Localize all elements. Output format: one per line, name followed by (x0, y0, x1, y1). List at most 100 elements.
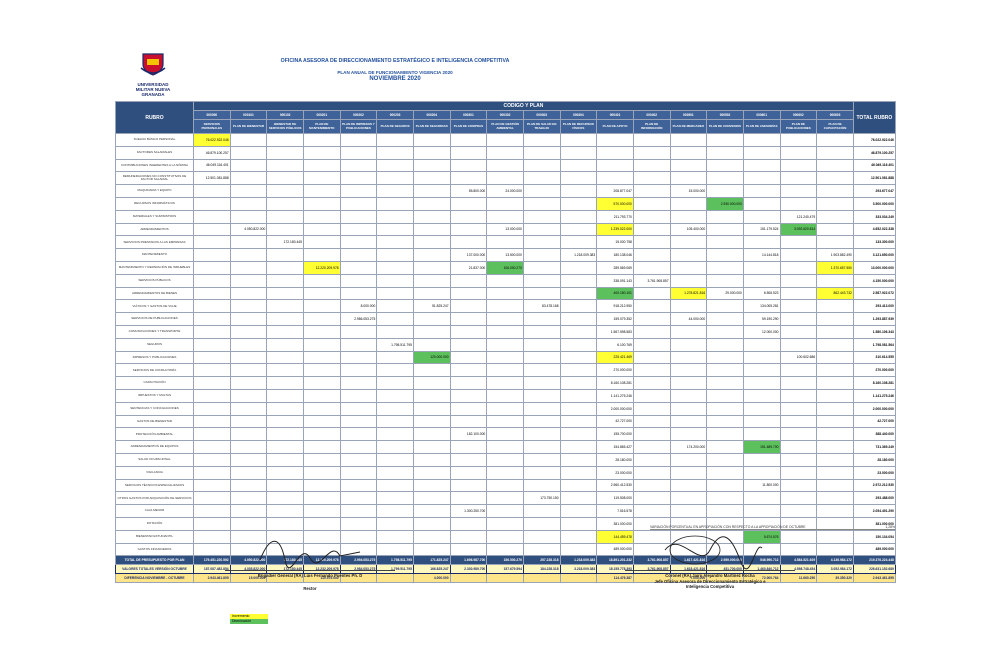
cell (193, 440, 231, 454)
cell (706, 209, 744, 224)
cell (522, 260, 561, 275)
cell (302, 235, 341, 250)
cell (742, 171, 781, 186)
cell (193, 312, 231, 326)
cell (193, 324, 231, 339)
cell (376, 401, 414, 416)
cell (229, 388, 268, 403)
cell: 76.022.922.046 (193, 133, 231, 147)
plan-name: PLAN DE MERCADEO (669, 119, 708, 134)
row-total: 46.879.100.257 (852, 145, 896, 160)
cell: 2.986.053.275 (339, 312, 378, 326)
cell (742, 235, 781, 250)
summary-cell: 39.350.320 (816, 573, 854, 584)
cell (266, 312, 304, 326)
cell (522, 542, 561, 557)
cell: 172.180.445 (266, 235, 304, 250)
cell (522, 337, 561, 352)
subtitle: PLAN ANUAL DE FUNCIONAMIENTO VIGENCIA 20… (337, 70, 453, 75)
cell (449, 388, 488, 403)
cell (302, 427, 341, 442)
cell (266, 299, 304, 314)
cell (522, 388, 561, 403)
cell (632, 235, 671, 250)
cell (376, 452, 414, 467)
row-total: 133.300.000 (852, 235, 896, 250)
plan-code: 000102 (266, 110, 304, 120)
cell (339, 350, 378, 365)
cell (412, 209, 451, 224)
cell (779, 235, 818, 250)
cell: 338.091.143 (596, 273, 634, 288)
cell (779, 171, 818, 186)
cell (412, 516, 451, 531)
titles: OFICINA ASESORA DE DIRECCIONAMIENTO ESTR… (250, 58, 540, 82)
cell (632, 184, 671, 198)
cell (412, 401, 451, 416)
legend: Incremento Disminución (230, 614, 268, 624)
cell (522, 376, 561, 390)
cell: 4.050.822.000 (229, 222, 268, 237)
cell (706, 133, 744, 147)
cell (412, 248, 451, 262)
cell (486, 504, 524, 518)
data-row: SERVICIOS TÉCNICOS ESPECIALIZADOS 2.960.4… (115, 478, 896, 493)
cell (412, 388, 451, 403)
cell (302, 196, 341, 211)
cell (522, 350, 561, 365)
cell: 6.506.523 (742, 286, 781, 301)
cell (632, 196, 671, 211)
rubro: ARRENDAMIENTOS DE BIENES (115, 286, 194, 301)
cell (339, 158, 378, 173)
cell (779, 376, 818, 390)
cell (376, 388, 414, 403)
cell (816, 388, 854, 403)
cell (632, 171, 671, 186)
cell (706, 235, 744, 250)
cell (706, 388, 744, 403)
cell (449, 376, 488, 390)
summary-cell: 156.500.270 (486, 555, 524, 566)
data-row: CAJA MENOR 1.300.250.700 7.516.578 2.054.49… (115, 504, 896, 518)
cell (339, 337, 378, 352)
cell (486, 452, 524, 467)
summary-cell (706, 573, 744, 584)
cell (742, 465, 781, 480)
cell (522, 145, 561, 160)
plan-row: SERVICIOS PERSONALES PLAN DE BIENESTAR BIE… (116, 119, 896, 134)
cell (449, 145, 488, 160)
cell (706, 337, 744, 352)
budget-table: RUBRO CODIGO Y PLAN TOTAL RUBRO 000000 00010… (115, 101, 896, 584)
cell (706, 440, 744, 454)
cell (376, 209, 414, 224)
cell (266, 133, 304, 147)
cell: 174.200.000 (669, 440, 708, 454)
cell (486, 286, 524, 301)
cell (376, 350, 414, 365)
cell (302, 209, 341, 224)
cell (302, 286, 341, 301)
cell (339, 273, 378, 288)
signature-block: Coronel (RA) Jairo Alejandro Martínez Ro… (605, 530, 815, 589)
cell (266, 273, 304, 288)
plan-code: 000101 (229, 110, 268, 120)
rubro: OTROS GASTOS POR ADQUISICIÓN DE SERVICIO… (115, 491, 194, 506)
cell (339, 516, 378, 531)
data-row: IMPRESOS Y PUBLICACIONES 120.000.000 225.4… (115, 350, 896, 365)
cell (339, 209, 378, 224)
cell (339, 286, 378, 301)
cell: 8.000.000 (339, 299, 378, 314)
code-row: 000000 000101 000102 000201 000202 000203 0002… (116, 110, 896, 120)
cell: 12.220.209.978 (302, 260, 341, 275)
cell (376, 516, 414, 531)
cell: 1.370.657.950 (816, 260, 854, 275)
summary-cell (522, 573, 561, 584)
plan-name: PLAN DE SALUD EN TRABAJO (522, 119, 561, 134)
cell (522, 440, 561, 454)
cell: 1.567.598.583 (596, 324, 634, 339)
summary-cell (632, 573, 671, 584)
cell (486, 491, 524, 506)
cell (302, 350, 341, 365)
cell (486, 388, 524, 403)
